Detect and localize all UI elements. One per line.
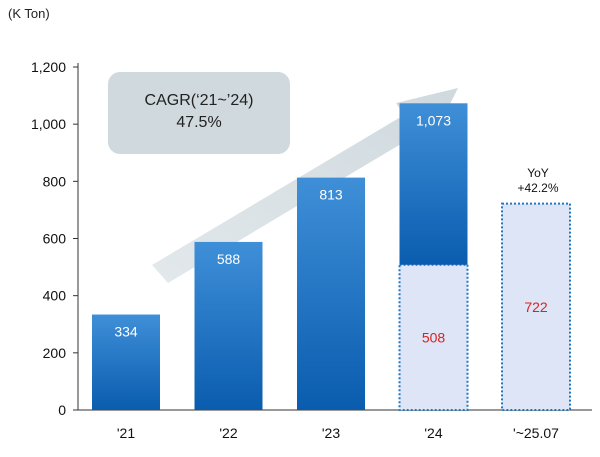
cagr-title: CAGR(‘21~’24): [144, 92, 254, 109]
y-tick-label: 1,200: [31, 59, 66, 75]
bar: [92, 314, 160, 410]
bar: [194, 241, 263, 410]
yoy-value: +42.2%: [517, 181, 559, 195]
data-label: 588: [217, 251, 241, 267]
y-tick-label: 400: [43, 288, 67, 304]
y-tick-label: 0: [58, 402, 66, 418]
highlight-data-label: 722: [524, 299, 548, 315]
x-tick-label: '~25.07: [513, 425, 559, 441]
unit-label: (K Ton): [8, 6, 50, 21]
y-tick-label: 800: [43, 173, 67, 189]
yoy-annotation: YoY +42.2%: [498, 166, 578, 196]
bar: [399, 103, 468, 265]
x-tick-label: '23: [322, 425, 340, 441]
highlight-data-label: 508: [422, 329, 446, 345]
y-tick-label: 600: [43, 231, 67, 247]
y-tick-label: 200: [43, 345, 67, 361]
x-tick-label: '22: [219, 425, 237, 441]
data-label: 334: [114, 324, 138, 340]
y-tick-label: 1,000: [31, 116, 66, 132]
cagr-annotation: CAGR(‘21~’24) 47.5%: [108, 72, 290, 154]
x-tick-label: '24: [424, 425, 442, 441]
bar: [297, 177, 365, 410]
data-label: 1,073: [416, 112, 451, 128]
x-tick-label: '21: [117, 425, 135, 441]
data-label: 813: [319, 187, 343, 203]
cagr-value: 47.5%: [176, 114, 222, 131]
bar-highlight-segment: [501, 202, 571, 411]
bar-highlight-segment: [398, 263, 469, 411]
yoy-title: YoY: [527, 166, 549, 180]
